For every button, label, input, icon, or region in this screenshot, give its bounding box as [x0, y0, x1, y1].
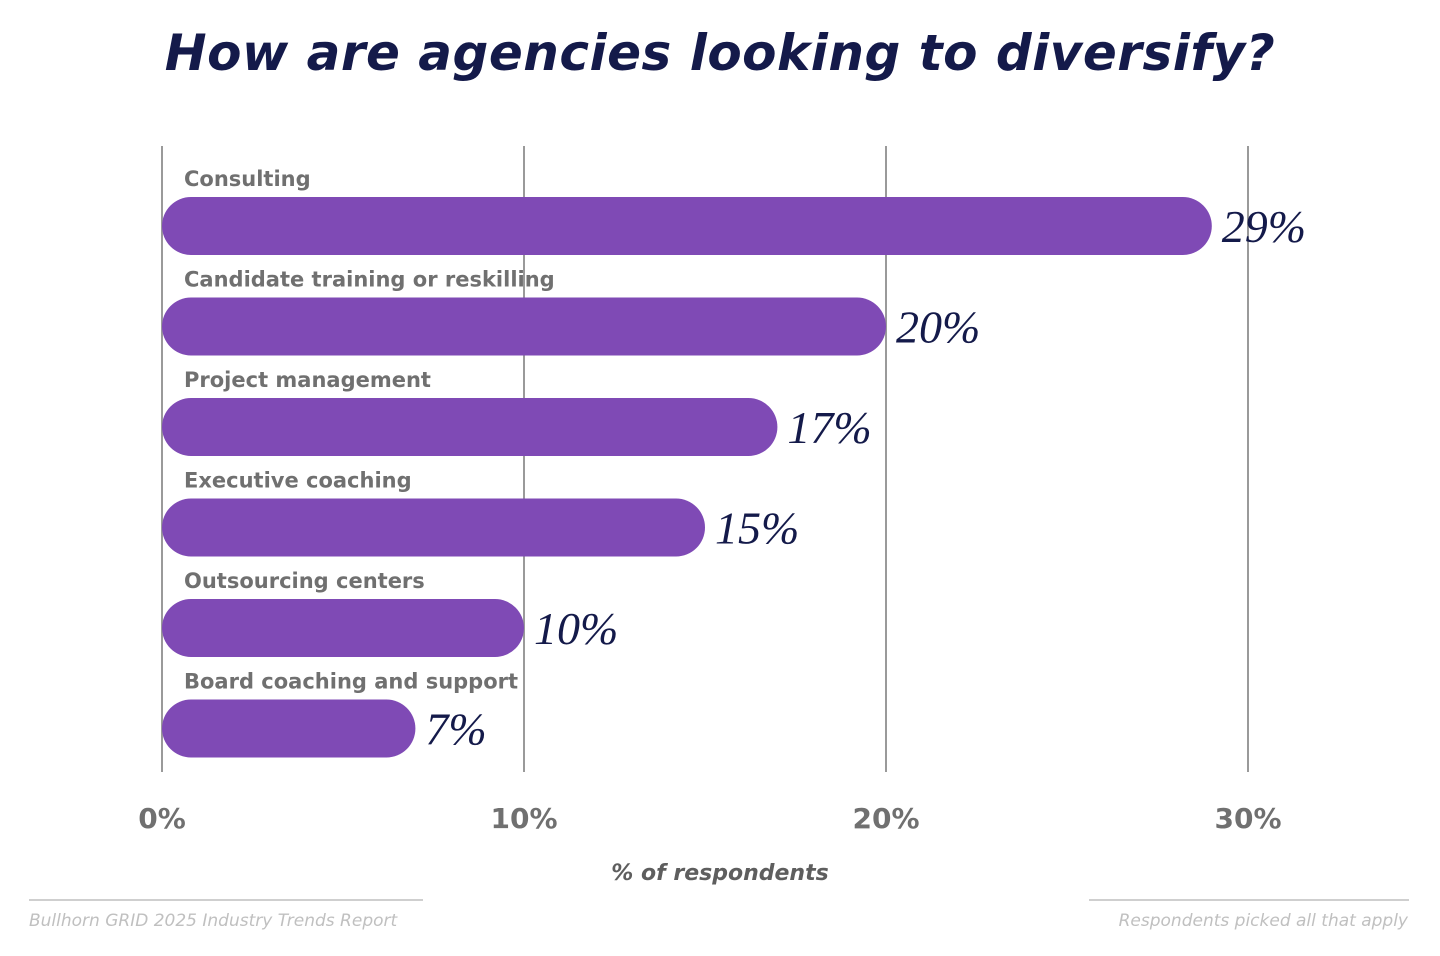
data-label: 7%: [425, 704, 486, 755]
bar: [162, 498, 705, 557]
x-tick-label: 10%: [490, 802, 557, 835]
category-label: Board coaching and support: [184, 670, 518, 694]
x-tick-label: 0%: [138, 802, 186, 835]
data-label: 10%: [534, 603, 618, 654]
x-tick-label: 30%: [1214, 802, 1281, 835]
category-label: Consulting: [184, 167, 311, 191]
category-label: Executive coaching: [184, 469, 412, 493]
footer-divider-left: [29, 899, 423, 901]
bar: [162, 699, 416, 758]
respondents-note: Respondents picked all that apply: [1118, 911, 1408, 931]
data-label: 20%: [896, 302, 980, 353]
bar: [162, 398, 778, 456]
chart-title: How are agencies looking to diversify?: [164, 24, 1276, 82]
x-tick-label: 20%: [852, 802, 919, 835]
data-label: 17%: [787, 402, 871, 453]
category-label: Project management: [184, 368, 431, 392]
source-note: Bullhorn GRID 2025 Industry Trends Repor…: [29, 911, 398, 931]
category-label: Candidate training or reskilling: [184, 268, 555, 292]
bar: [162, 197, 1212, 255]
bar: [162, 297, 886, 356]
data-label: 15%: [715, 503, 799, 554]
x-axis-label: % of respondents: [611, 861, 828, 886]
bar: [162, 599, 524, 657]
data-label: 29%: [1222, 201, 1306, 252]
category-label: Outsourcing centers: [184, 569, 425, 593]
footer-divider-right: [1089, 899, 1409, 901]
